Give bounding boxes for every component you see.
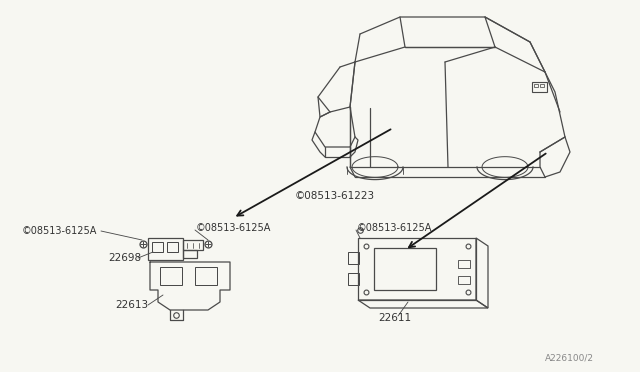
Bar — [148, 238, 183, 260]
Bar — [348, 273, 359, 285]
Text: 22611: 22611 — [378, 313, 411, 323]
Bar — [540, 84, 544, 87]
Text: ©08513-61223: ©08513-61223 — [295, 191, 375, 201]
Bar — [458, 260, 470, 268]
Bar — [183, 250, 197, 258]
Text: 22698: 22698 — [108, 253, 141, 263]
Bar — [167, 242, 178, 252]
Text: ©08513-6125A: ©08513-6125A — [196, 223, 271, 233]
Bar — [348, 252, 359, 264]
Text: ©08513-6125A: ©08513-6125A — [22, 226, 97, 236]
Bar — [152, 242, 163, 252]
Text: 22613: 22613 — [115, 300, 148, 310]
Bar — [183, 240, 203, 250]
Bar — [195, 267, 217, 285]
Bar — [160, 267, 182, 285]
Bar — [532, 82, 547, 92]
Bar — [534, 84, 538, 87]
Bar — [358, 238, 476, 300]
Bar — [458, 276, 470, 284]
Text: A226100/2: A226100/2 — [545, 353, 594, 362]
Bar — [374, 248, 436, 290]
Text: ©08513-6125A: ©08513-6125A — [357, 223, 433, 233]
